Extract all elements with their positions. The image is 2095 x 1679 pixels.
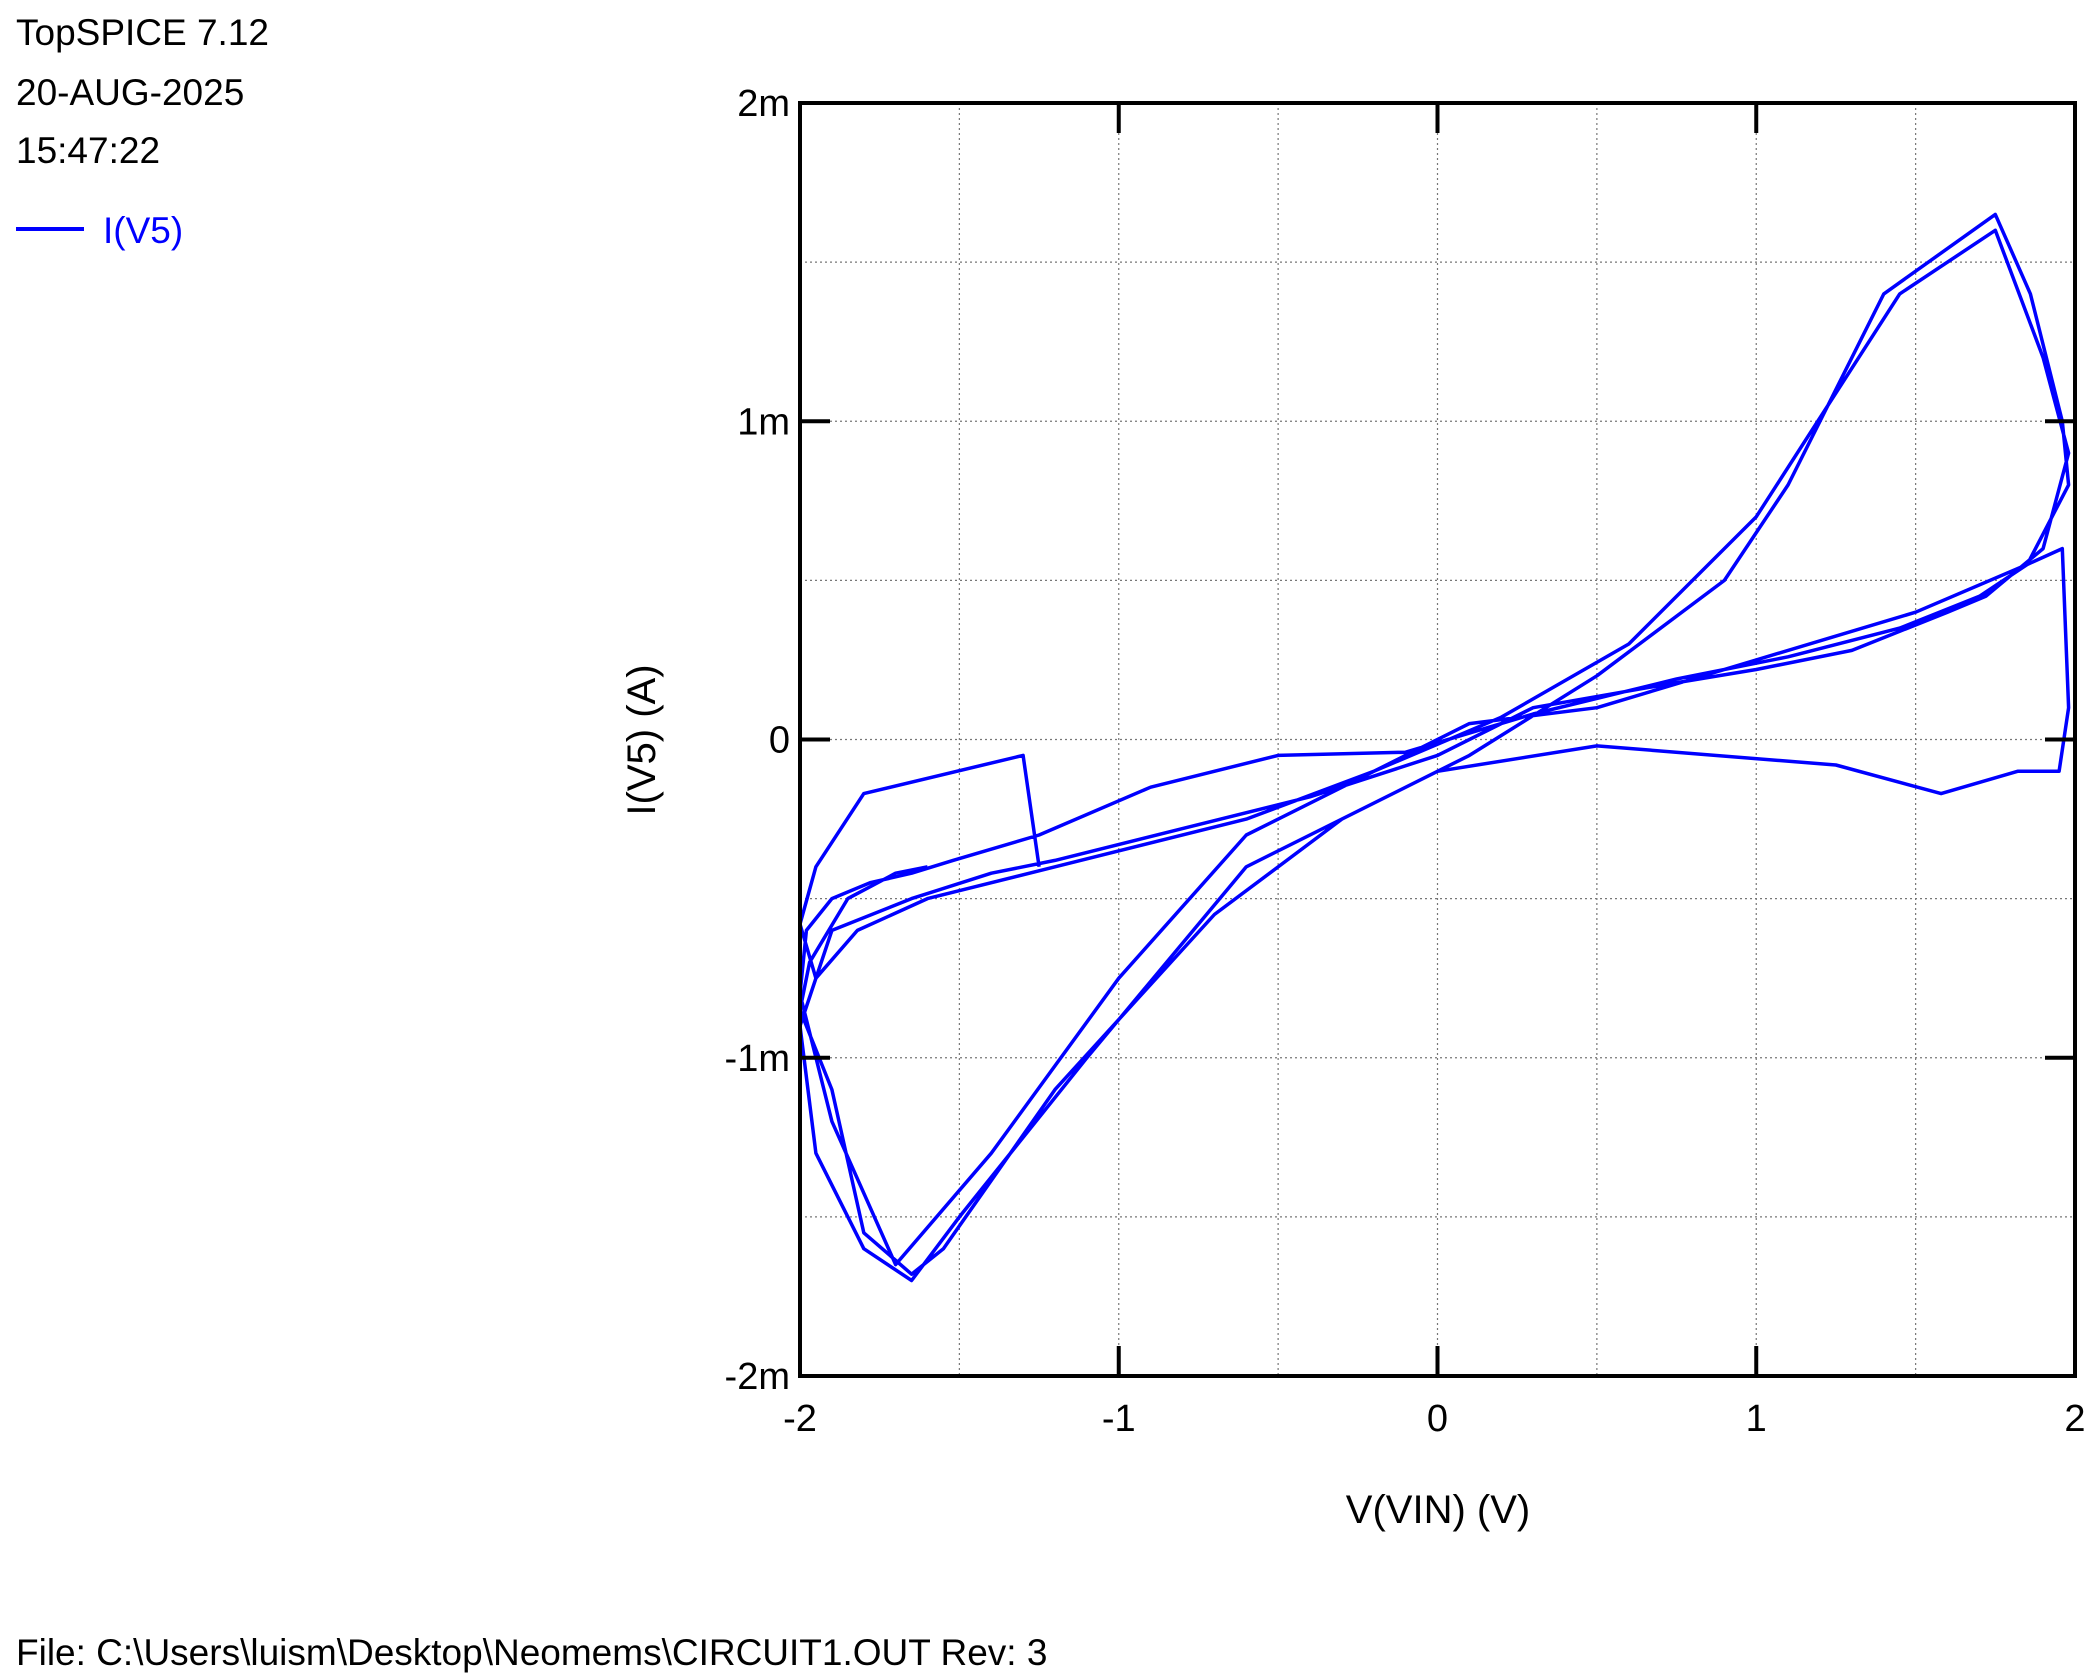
plot-date: 20-AUG-2025: [16, 72, 245, 113]
tick-layer: -2 -1 0 1 2 -2m -1m 0 1m 2m: [725, 83, 2086, 1440]
x-tick-label: 2: [2064, 1398, 2085, 1440]
series-line-i-v5-: [798, 212, 2071, 1283]
y-tick-label: 2m: [737, 83, 790, 125]
x-tick-label: -1: [1102, 1398, 1136, 1440]
x-tick-label: 0: [1427, 1398, 1448, 1440]
legend-label: I(V5): [103, 210, 184, 251]
x-tick-label: 1: [1746, 1398, 1767, 1440]
y-tick-label: 1m: [737, 401, 790, 443]
y-tick-label: -1m: [725, 1038, 790, 1080]
app-version: TopSPICE 7.12: [16, 12, 269, 53]
y-tick-label: 0: [769, 720, 790, 762]
y-axis-label: I(V5) (A): [620, 664, 664, 815]
y-tick-label: -2m: [725, 1356, 790, 1398]
x-axis-label: V(VIN) (V): [1346, 1488, 1530, 1532]
data-series-layer: [798, 212, 2071, 1283]
legend-line-swatch: [16, 227, 84, 231]
plot-time: 15:47:22: [16, 130, 161, 171]
file-info: File: C:\Users\luism\Desktop\Neomems\CIR…: [16, 1632, 1048, 1673]
x-tick-label: -2: [783, 1398, 817, 1440]
